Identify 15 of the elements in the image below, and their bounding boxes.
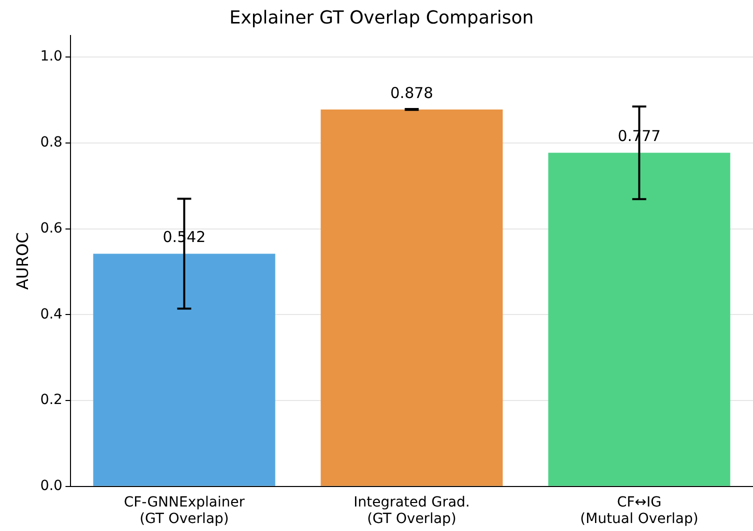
y-tick-label: 0.6 — [40, 220, 63, 236]
x-tick-label: CF↔IG (Mutual Overlap) — [580, 494, 698, 528]
x-tick-label: Integrated Grad. (GT Overlap) — [354, 494, 470, 528]
y-axis-title: AUROC — [12, 232, 32, 290]
y-tick-label: 0.4 — [40, 306, 63, 322]
bar — [548, 152, 730, 486]
y-tick-label: 0.0 — [40, 478, 62, 494]
chart-title: Explainer GT Overlap Comparison — [229, 7, 534, 28]
y-tick-label: 1.0 — [40, 48, 62, 65]
bar — [93, 254, 276, 486]
y-tick-label: 0.8 — [40, 134, 62, 151]
data-label: 0.878 — [390, 84, 434, 102]
bar — [320, 109, 503, 486]
y-tick-label: 0.2 — [40, 392, 62, 408]
x-tick-label: CF-GNNExplainer (GT Overlap) — [124, 494, 245, 528]
